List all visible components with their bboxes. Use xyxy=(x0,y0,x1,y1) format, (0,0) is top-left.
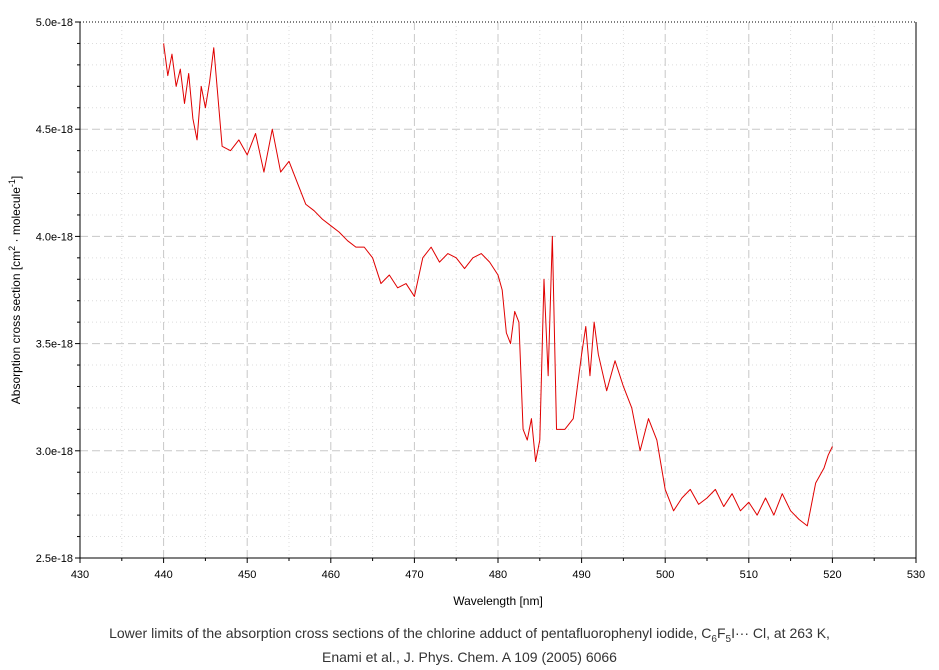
y-tick-label: 3.5e-18 xyxy=(36,339,73,351)
x-tick-label: 440 xyxy=(154,569,172,581)
y-ticks: 2.5e-18 3.0e-18 3.5e-18 4.0e-18 4.5e-18 5.0e-… xyxy=(36,17,80,565)
y-tick-label: 3.0e-18 xyxy=(36,446,73,458)
series-line xyxy=(163,43,833,527)
x-tick-label: 500 xyxy=(656,569,674,581)
x-tick-label: 490 xyxy=(572,569,590,581)
x-tick-label: 470 xyxy=(405,569,423,581)
x-tick-label: 510 xyxy=(740,569,758,581)
caption-line-1: Lower limits of the absorption cross sec… xyxy=(109,625,830,645)
grid-lines xyxy=(80,22,916,558)
caption-line-2: Enami et al., J. Phys. Chem. A 109 (2005… xyxy=(322,649,617,665)
x-tick-label: 520 xyxy=(823,569,841,581)
x-tick-label: 430 xyxy=(71,569,89,581)
x-tick-label: 480 xyxy=(489,569,507,581)
y-tick-label: 2.5e-18 xyxy=(36,553,73,565)
x-tick-label: 450 xyxy=(238,569,256,581)
x-tick-label: 460 xyxy=(322,569,340,581)
x-tick-label: 530 xyxy=(907,569,925,581)
x-axis-label: Wavelength [nm] xyxy=(453,594,543,608)
y-tick-label: 5.0e-18 xyxy=(36,17,73,29)
x-ticks: 430 440 450 460 470 480 490 500 510 520 530 xyxy=(71,558,925,581)
y-tick-label: 4.5e-18 xyxy=(36,124,73,136)
y-axis-label: Absorption cross section [cm2 · molecule… xyxy=(7,176,23,404)
y-tick-label: 4.0e-18 xyxy=(36,231,73,243)
series-group xyxy=(163,43,833,527)
